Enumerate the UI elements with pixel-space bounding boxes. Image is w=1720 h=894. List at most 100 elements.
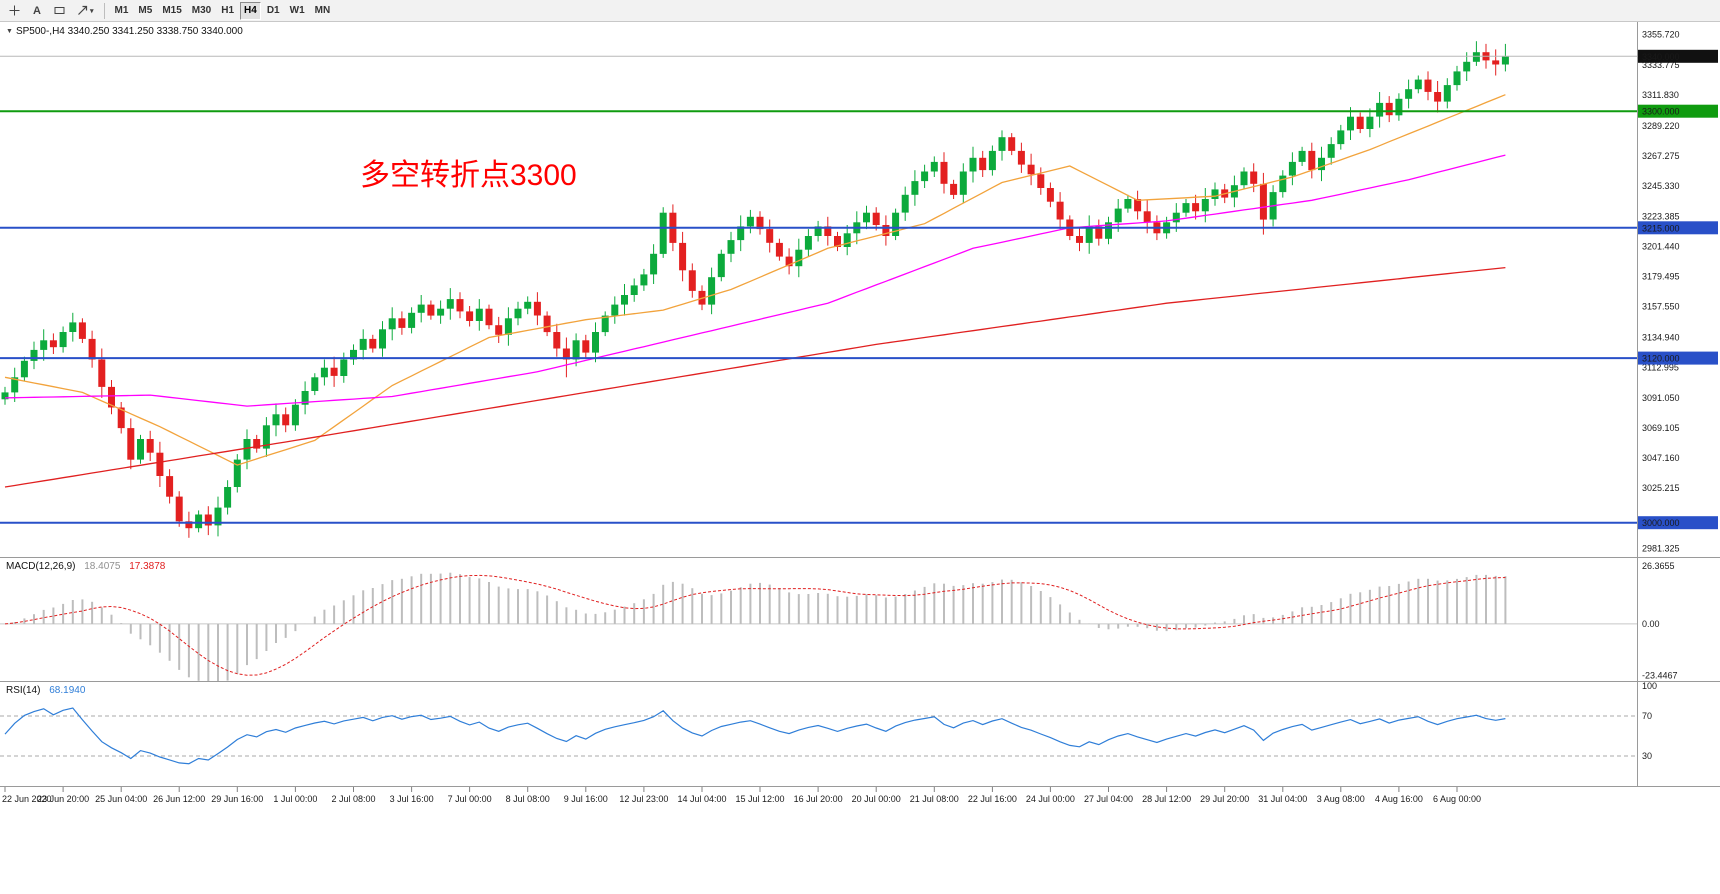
timeframe-d1-button[interactable]: D1	[266, 5, 280, 16]
timeframe-m15-button[interactable]: M15	[162, 5, 182, 16]
collapse-triangle-icon[interactable]: ▼	[6, 28, 13, 35]
svg-text:3157.550: 3157.550	[1642, 302, 1680, 312]
timeframe-m30-button[interactable]: M30	[191, 5, 212, 16]
svg-text:7 Jul 00:00: 7 Jul 00:00	[448, 794, 492, 804]
svg-text:3134.940: 3134.940	[1642, 333, 1680, 343]
drawing-tools-group: A ▾	[3, 2, 99, 20]
svg-text:21 Jul 08:00: 21 Jul 08:00	[910, 794, 959, 804]
svg-text:29 Jun 16:00: 29 Jun 16:00	[211, 794, 263, 804]
macd-axis: 26.3655 0.00 -23.4467	[1642, 561, 1678, 680]
svg-text:0.00: 0.00	[1642, 619, 1660, 629]
panel-separators	[0, 22, 1720, 787]
macd-indicator-label: MACD(12,26,9) 18.4075 17.3878	[6, 561, 165, 572]
svg-text:3245.330: 3245.330	[1642, 181, 1680, 191]
svg-text:24 Jul 00:00: 24 Jul 00:00	[1026, 794, 1075, 804]
svg-text:3201.440: 3201.440	[1642, 241, 1680, 251]
svg-text:3300.000: 3300.000	[1642, 107, 1680, 117]
svg-text:26 Jun 12:00: 26 Jun 12:00	[153, 794, 205, 804]
shapes-tool-button[interactable]	[49, 2, 70, 20]
svg-text:25 Jun 04:00: 25 Jun 04:00	[95, 794, 147, 804]
svg-text:2 Jul 08:00: 2 Jul 08:00	[331, 794, 375, 804]
toolbar: A ▾ M1 M5 M15 M30 H1 H4 D1 W1 MN	[0, 0, 1720, 22]
toolbar-separator	[103, 2, 105, 19]
macd-name: MACD(12,26,9)	[6, 561, 76, 572]
svg-text:3289.220: 3289.220	[1642, 121, 1680, 131]
svg-text:20 Jul 00:00: 20 Jul 00:00	[852, 794, 901, 804]
svg-text:3112.995: 3112.995	[1642, 363, 1679, 373]
text-tool-button[interactable]: A	[33, 4, 41, 17]
chart-canvas[interactable]: 3355.720 3333.775 3311.830 3289.220 3267.275…	[0, 22, 1720, 814]
chart-title: ▼ SP500-,H4 3340.250 3341.250 3338.750 33…	[6, 26, 243, 37]
price-axis-tags: 3340.000 3300.000 3215.000 3120.000 3000.000	[1638, 49, 1718, 530]
svg-text:3120.000: 3120.000	[1642, 354, 1680, 364]
svg-text:3355.720: 3355.720	[1642, 30, 1680, 40]
rsi-value: 68.1940	[49, 685, 86, 696]
ma-slow-line	[4, 266, 1506, 488]
svg-text:22 Jun 2020: 22 Jun 2020	[2, 794, 52, 804]
svg-text:3223.385: 3223.385	[1642, 211, 1680, 221]
candles-layer	[1, 41, 1509, 538]
price-axis: 3355.720 3333.775 3311.830 3289.220 3267.275…	[1642, 30, 1680, 554]
price-annotation[interactable]: 多空转折点3300	[360, 159, 577, 192]
svg-text:27 Jul 04:00: 27 Jul 04:00	[1084, 794, 1133, 804]
svg-text:100: 100	[1642, 681, 1657, 691]
svg-text:22 Jul 16:00: 22 Jul 16:00	[968, 794, 1017, 804]
timeframe-m5-button[interactable]: M5	[138, 5, 153, 16]
macd-main-value: 18.4075	[84, 561, 121, 572]
svg-text:12 Jul 23:00: 12 Jul 23:00	[619, 794, 668, 804]
svg-text:3000.000: 3000.000	[1642, 518, 1680, 528]
svg-text:3069.105: 3069.105	[1642, 423, 1680, 433]
rsi-name: RSI(14)	[6, 685, 41, 696]
svg-text:23 Jun 20:00: 23 Jun 20:00	[37, 794, 89, 804]
svg-text:6 Aug 00:00: 6 Aug 00:00	[1433, 794, 1481, 804]
svg-text:30: 30	[1642, 751, 1652, 761]
timeframe-switcher: M1 M5 M15 M30 H1 H4 D1 W1 MN	[110, 1, 336, 20]
ma-mid-line	[4, 154, 1506, 407]
timeframe-mn-button[interactable]: MN	[314, 5, 331, 16]
rsi-line	[4, 707, 1506, 765]
svg-text:1 Jul 00:00: 1 Jul 00:00	[273, 794, 317, 804]
chart-title-text: SP500-,H4 3340.250 3341.250 3338.750 334…	[15, 26, 243, 37]
svg-text:3179.495: 3179.495	[1642, 272, 1680, 282]
ma-fast-line	[4, 94, 1506, 466]
macd-signal-line	[4, 574, 1506, 676]
svg-text:3340.000: 3340.000	[1642, 52, 1680, 62]
svg-text:9 Jul 16:00: 9 Jul 16:00	[564, 794, 608, 804]
svg-text:3025.215: 3025.215	[1642, 483, 1680, 493]
svg-text:3311.830: 3311.830	[1642, 90, 1679, 100]
arrow-tool-button[interactable]: ▾	[72, 2, 98, 20]
timeframe-m1-button[interactable]: M1	[114, 5, 129, 16]
svg-text:3215.000: 3215.000	[1642, 223, 1680, 233]
crosshair-tool-button[interactable]	[4, 2, 25, 20]
svg-text:3333.775: 3333.775	[1642, 60, 1680, 70]
svg-text:16 Jul 20:00: 16 Jul 20:00	[794, 794, 843, 804]
macd-layer	[0, 572, 1637, 681]
svg-text:-23.4467: -23.4467	[1642, 670, 1678, 680]
svg-text:4 Aug 16:00: 4 Aug 16:00	[1375, 794, 1423, 804]
svg-text:29 Jul 20:00: 29 Jul 20:00	[1200, 794, 1249, 804]
svg-text:31 Jul 04:00: 31 Jul 04:00	[1258, 794, 1307, 804]
svg-text:3047.160: 3047.160	[1642, 453, 1680, 463]
macd-signal-value: 17.3878	[129, 561, 166, 572]
horizontal-levels-layer	[0, 55, 1637, 524]
rsi-indicator-label: RSI(14) 68.1940	[6, 685, 85, 696]
svg-text:8 Jul 08:00: 8 Jul 08:00	[506, 794, 550, 804]
chevron-down-icon: ▾	[90, 7, 94, 15]
svg-text:3 Aug 08:00: 3 Aug 08:00	[1317, 794, 1365, 804]
svg-text:2981.325: 2981.325	[1642, 543, 1680, 553]
svg-text:28 Jul 12:00: 28 Jul 12:00	[1142, 794, 1191, 804]
svg-text:14 Jul 04:00: 14 Jul 04:00	[677, 794, 726, 804]
svg-text:70: 70	[1642, 711, 1652, 721]
svg-text:15 Jul 12:00: 15 Jul 12:00	[735, 794, 784, 804]
rsi-axis: 100 70 30	[1642, 681, 1657, 761]
svg-text:26.3655: 26.3655	[1642, 561, 1675, 571]
rsi-layer	[0, 707, 1637, 765]
svg-text:3091.050: 3091.050	[1642, 393, 1680, 403]
svg-text:3 Jul 16:00: 3 Jul 16:00	[390, 794, 434, 804]
timeframe-h4-button[interactable]: H4	[240, 1, 261, 20]
svg-text:3267.275: 3267.275	[1642, 151, 1680, 161]
timeframe-h1-button[interactable]: H1	[221, 5, 235, 16]
moving-averages-layer	[4, 94, 1506, 488]
timeframe-w1-button[interactable]: W1	[289, 5, 305, 16]
